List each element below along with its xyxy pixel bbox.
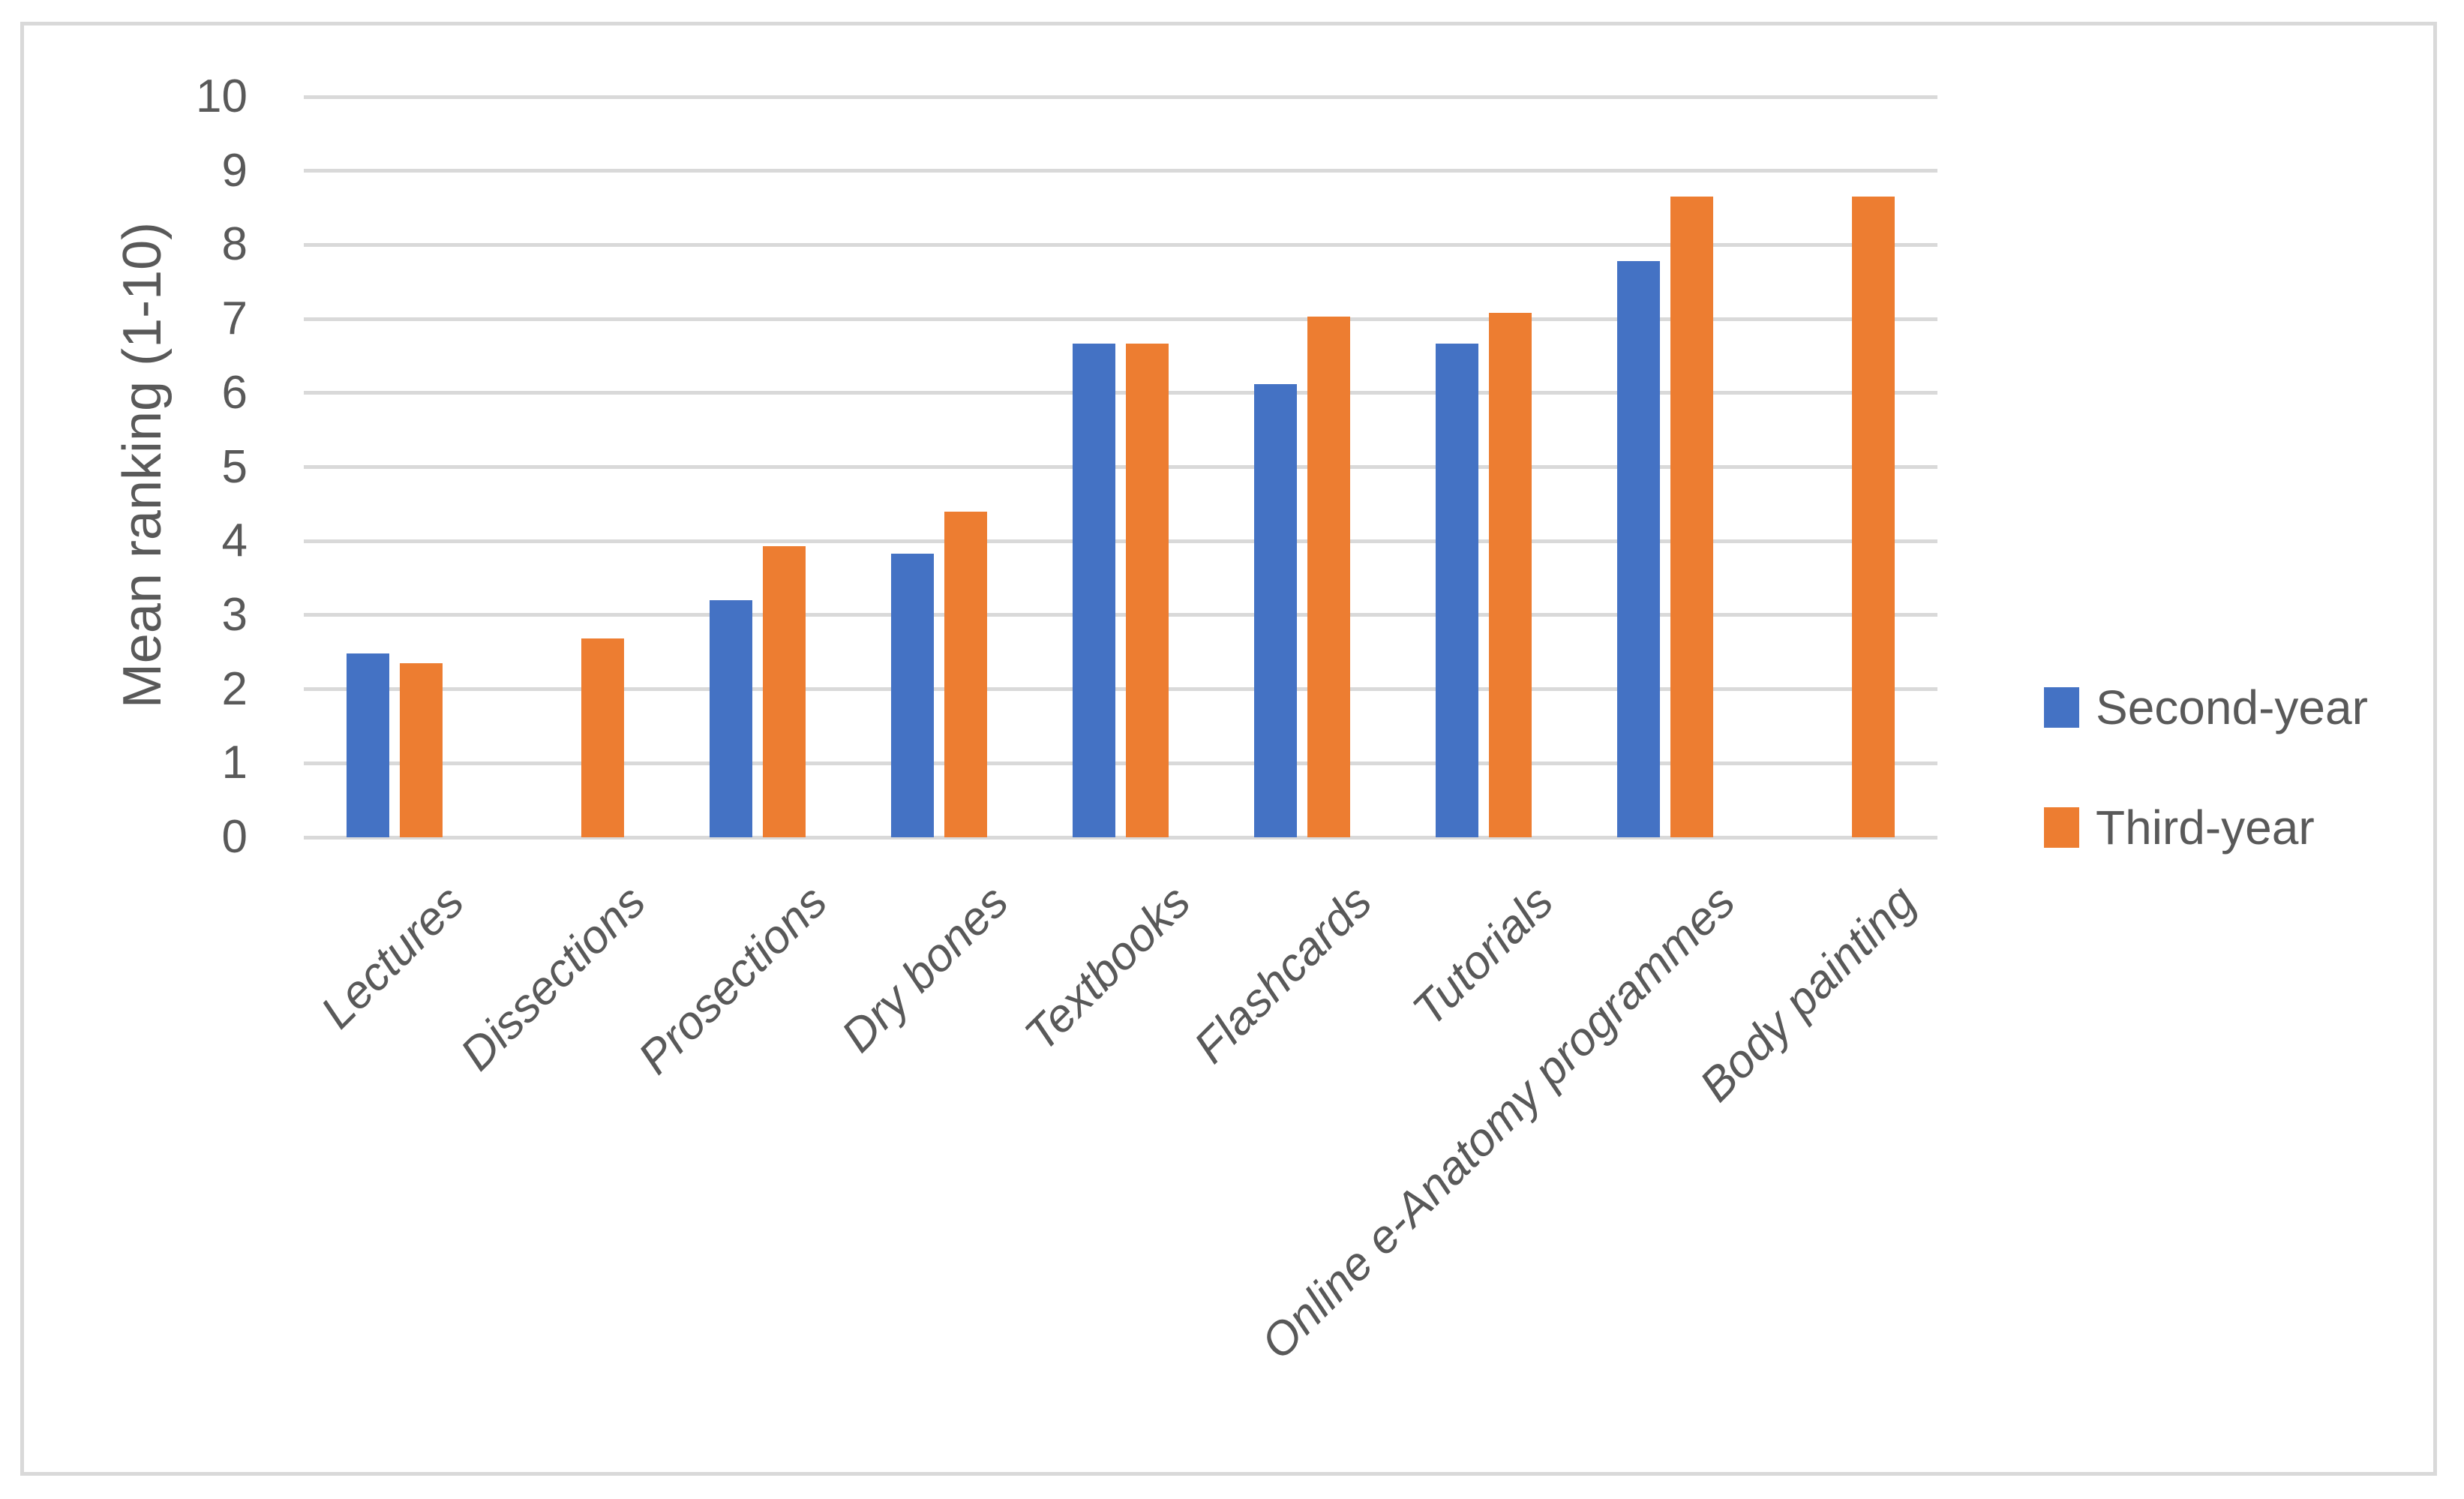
- y-tick-label: 9: [221, 144, 248, 197]
- y-tick-label: 7: [221, 293, 248, 345]
- bar-second-year-dry-bones: [891, 553, 934, 837]
- y-tick-label: 8: [221, 218, 248, 271]
- gridline: [304, 95, 1937, 99]
- gridline: [304, 835, 1937, 840]
- gridline: [304, 687, 1937, 692]
- y-tick-label: 1: [221, 737, 248, 789]
- gridline: [304, 613, 1937, 617]
- legend-item-second-year: Second-year: [2044, 680, 2368, 734]
- gridline: [304, 391, 1937, 395]
- bar-second-year-online-e-anatomy-programmes: [1617, 261, 1660, 837]
- bar-second-year-tutorials: [1436, 343, 1478, 837]
- bar-third-year-online-e-anatomy-programmes: [1670, 197, 1713, 837]
- bar-third-year-prosections: [763, 546, 806, 837]
- y-tick-label: 2: [221, 662, 248, 715]
- gridline: [304, 761, 1937, 765]
- gridline: [304, 242, 1937, 247]
- legend-item-third-year: Third-year: [2044, 801, 2315, 855]
- bar-third-year-lectures: [400, 663, 443, 837]
- y-tick-label: 4: [221, 515, 248, 567]
- y-tick-label: 5: [221, 440, 248, 493]
- y-tick-label: 3: [221, 588, 248, 641]
- bar-second-year-prosections: [710, 600, 752, 837]
- bar-third-year-tutorials: [1489, 313, 1532, 837]
- plot-area: [304, 95, 1937, 840]
- bar-third-year-dissections: [581, 638, 624, 837]
- gridline: [304, 539, 1937, 543]
- legend-label: Third-year: [2096, 801, 2315, 855]
- legend-swatch: [2044, 807, 2079, 848]
- bar-second-year-flashcards: [1254, 383, 1297, 837]
- y-tick-label: 10: [196, 71, 248, 122]
- gridline: [304, 169, 1937, 173]
- y-tick-label: 6: [221, 366, 248, 419]
- gridline: [304, 317, 1937, 321]
- bar-third-year-dry-bones: [944, 511, 987, 837]
- bar-second-year-textbooks: [1073, 343, 1115, 837]
- legend-label: Second-year: [2096, 680, 2368, 734]
- bar-second-year-lectures: [347, 653, 389, 837]
- legend-swatch: [2044, 687, 2079, 728]
- y-tick-label: 0: [221, 811, 248, 863]
- bar-third-year-textbooks: [1126, 343, 1169, 837]
- bar-third-year-flashcards: [1307, 317, 1350, 837]
- bar-third-year-body-painting: [1852, 197, 1895, 837]
- gridline: [304, 465, 1937, 469]
